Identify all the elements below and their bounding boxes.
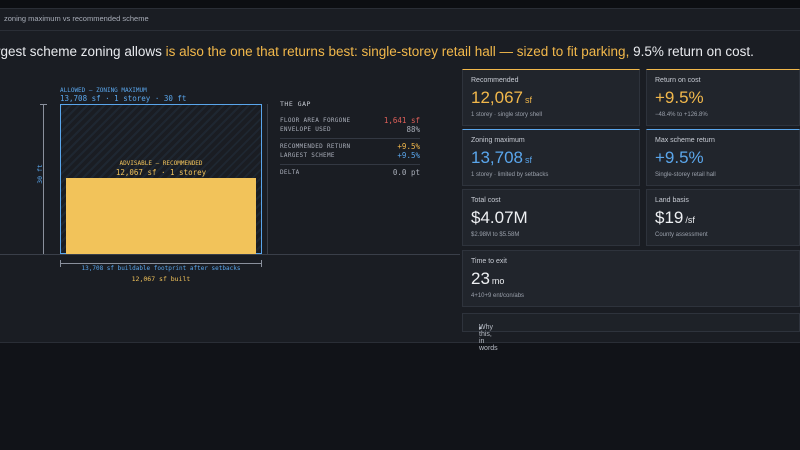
card-label: Recommended (471, 77, 519, 84)
gap-row: LARGEST SCHEME +9.5% (280, 151, 420, 161)
gap-key: FLOOR AREA FORGONE (280, 117, 351, 124)
card-label: Max scheme return (655, 137, 715, 144)
card-label: Zoning maximum (471, 137, 525, 144)
gap-value: 0.0 pt (392, 168, 420, 177)
card-time-to-exit: Time to exit 23 mo 4+10+9 ent/con/abs (462, 250, 800, 307)
headline-part-4: return on cost. (663, 44, 754, 59)
gap-divider (267, 104, 268, 254)
gap-value: 88% (406, 125, 420, 134)
dimension-tick (60, 260, 61, 267)
value-unit: sf (525, 95, 533, 105)
footprint-label: 13,708 sf buildable footprint after setb… (81, 265, 241, 272)
ground-line (0, 254, 460, 255)
card-label: Time to exit (471, 258, 507, 265)
footprint-dimension (60, 263, 262, 264)
card-value: 23 mo (471, 269, 504, 289)
headline: rgest scheme zoning allows is also the o… (0, 44, 754, 59)
card-land-basis: Land basis $19/sf County assessment (646, 189, 800, 246)
card-label: Land basis (655, 197, 689, 204)
headline-highlight: is also the one that returns best: singl… (161, 44, 634, 59)
panel-header: zoning maximum vs recommended scheme (0, 9, 800, 31)
allowed-value: 13,708 sf · 1 storey · 30 ft (60, 94, 187, 103)
built-label: 12,067 sf built (131, 275, 191, 283)
card-return-on-cost: Return on cost +9.5% −48.4% to +126.8% (646, 69, 800, 126)
card-sub: $2.98M to $5.58M (471, 232, 520, 238)
gap-key: LARGEST SCHEME (280, 152, 335, 159)
page-background (0, 343, 800, 450)
card-zoning-maximum: Zoning maximum 13,708 sf 1 storey · limit… (462, 129, 640, 186)
value-number: 12,067 (471, 88, 523, 107)
gap-value: 1,641 sf (383, 116, 420, 125)
gap-row: FLOOR AREA FORGONE 1,641 sf (280, 116, 420, 126)
card-value: +9.5% (655, 88, 704, 107)
card-label: Return on cost (655, 77, 701, 84)
gap-divider (280, 164, 420, 165)
headline-part-1: rgest scheme zoning allows (0, 44, 162, 59)
value-unit: /sf (685, 215, 695, 225)
recommended-volume (66, 178, 256, 254)
gap-table: THE GAP FLOOR AREA FORGONE 1,641 sf ENVE… (280, 100, 420, 178)
chevron-right-icon: ▸ (479, 325, 485, 332)
top-strip (0, 0, 800, 8)
card-total-cost: Total cost $4.07M $2.98M to $5.58M (462, 189, 640, 246)
card-max-scheme-return: Max scheme return +9.5% Single-storey re… (646, 129, 800, 186)
panel-title: zoning maximum vs recommended scheme (4, 14, 149, 23)
card-value: +9.5% (655, 148, 704, 167)
card-recommended: Recommended 12,067 sf 1 storey · single s… (462, 69, 640, 126)
allowed-caption: ALLOWED — ZONING MAXIMUM (60, 87, 147, 94)
gap-row: DELTA 0.0 pt (280, 168, 420, 178)
gap-divider (280, 138, 420, 139)
card-sub: 1 storey · limited by setbacks (471, 172, 549, 178)
gap-row: ENVELOPE USED 88% (280, 125, 420, 135)
card-value: $19/sf (655, 208, 695, 228)
height-tick (40, 104, 47, 105)
value-number: 23 (471, 269, 490, 288)
card-label: Total cost (471, 197, 501, 204)
gap-key: RECOMMENDED RETURN (280, 143, 351, 150)
value-unit: mo (491, 276, 505, 286)
card-sub: 4+10+9 ent/con/abs (471, 293, 525, 299)
card-value: 13,708 sf (471, 148, 532, 168)
advisable-value: 12,067 sf · 1 storey (115, 168, 207, 177)
card-value: 12,067 sf (471, 88, 532, 108)
value-number: $19 (655, 208, 684, 227)
massing-chart: ALLOWED — ZONING MAXIMUM 13,708 sf · 1 s… (0, 78, 460, 288)
why-this-text: Why this, in words (479, 324, 498, 352)
advisable-caption: ADVISABLE — RECOMMENDED (119, 160, 203, 167)
gap-row: RECOMMENDED RETURN +9.5% (280, 142, 420, 152)
gap-key: DELTA (280, 169, 300, 176)
gap-value: +9.5% (397, 142, 420, 151)
gap-title: THE GAP (280, 100, 311, 108)
why-this-toggle[interactable]: ▸ Why this, in words (462, 313, 800, 352)
card-sub: Single-storey retail hall (655, 172, 716, 178)
card-value: $4.07M (471, 208, 528, 227)
dimension-tick (261, 260, 262, 267)
gap-key: ENVELOPE USED (280, 126, 331, 133)
headline-part-3: 9.5% (633, 44, 664, 59)
height-label: 30 ft (35, 164, 44, 184)
value-unit: sf (525, 155, 533, 165)
card-sub: County assessment (655, 232, 708, 238)
gap-value: +9.5% (397, 151, 420, 160)
card-sub: −48.4% to +126.8% (655, 112, 708, 118)
height-dimension (43, 104, 44, 254)
value-number: 13,708 (471, 148, 523, 167)
card-sub: 1 storey · single story shell (471, 112, 543, 118)
